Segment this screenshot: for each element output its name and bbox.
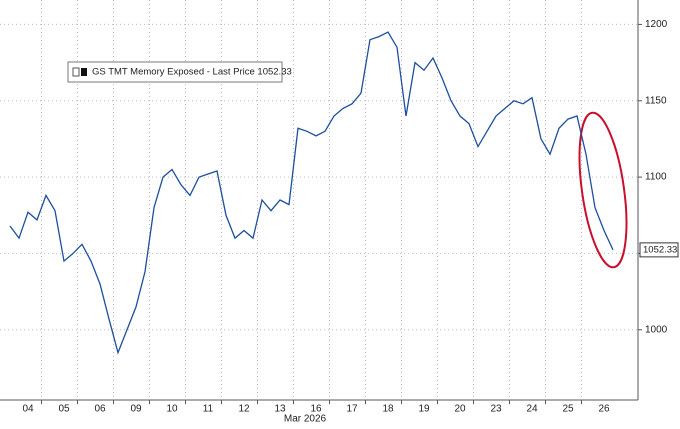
- x-tick-label: 05: [58, 404, 70, 415]
- last-price-label: 1052.33: [643, 244, 677, 255]
- x-tick-label: 13: [274, 404, 286, 415]
- x-tick-label: 12: [238, 404, 250, 415]
- highlight-ellipse: [578, 111, 628, 269]
- legend-icon: [72, 67, 80, 77]
- x-tick-label: 04: [22, 404, 34, 415]
- y-tick-label: 1200: [645, 19, 668, 30]
- legend-box: [67, 61, 283, 83]
- y-tick-label: 1100: [645, 172, 667, 183]
- price-line: [9, 31, 614, 355]
- x-tick-label: 16: [310, 404, 322, 415]
- x-tick-label: 23: [490, 404, 502, 415]
- x-tick-label: 20: [454, 404, 466, 415]
- x-tick-label: 09: [130, 404, 142, 415]
- x-axis-label: Mar 2026: [284, 414, 327, 424]
- x-tick-label: 25: [562, 404, 574, 415]
- x-tick-label: 24: [526, 404, 538, 415]
- x-tick-label: 10: [166, 404, 178, 415]
- x-tick-label: 19: [418, 404, 430, 415]
- x-tick-label: 17: [346, 404, 358, 415]
- x-tick-label: 26: [598, 404, 610, 415]
- y-tick-label: 1000: [645, 324, 668, 335]
- legend-swatch: [81, 68, 87, 76]
- last-price-box: [639, 242, 679, 258]
- y-tick-label: 1150: [645, 95, 667, 106]
- x-tick-label: 18: [382, 404, 394, 415]
- legend-text: GS TMT Memory Exposed - Last Price 1052.…: [92, 67, 292, 78]
- x-tick-label: 06: [94, 404, 106, 415]
- x-tick-label: 11: [203, 404, 214, 415]
